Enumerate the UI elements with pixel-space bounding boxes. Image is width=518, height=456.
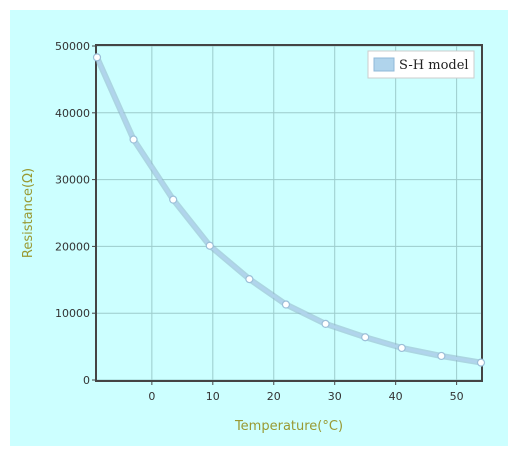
data-point [205, 241, 214, 250]
legend-swatch [373, 57, 395, 72]
x-tick-label: 10 [206, 390, 220, 403]
y-tick-label: 30000 [55, 174, 90, 187]
grid [92, 45, 481, 385]
series-line-shadow [94, 54, 484, 366]
tick-labels: 0 10 20 30 40 50 0 10000 20000 30000 40000 50000 [55, 40, 464, 403]
data-point [397, 343, 406, 353]
data-point [129, 135, 138, 144]
x-tick-label: 20 [267, 390, 281, 403]
thermistor-chart: 0 10 20 30 40 50 0 10000 20000 30000 40000 50000 Te… [21, 40, 486, 434]
data-point [321, 319, 330, 328]
series-layer [92, 53, 486, 367]
data-point [361, 333, 370, 342]
x-axis-title: Temperature(°C) [234, 419, 343, 434]
x-tick-label: 30 [328, 390, 342, 403]
chart-panel: 0 10 20 30 40 50 0 10000 20000 30000 40000 50000 Te… [10, 10, 508, 446]
y-tick-label: 20000 [55, 240, 90, 253]
data-point [476, 358, 486, 367]
data-point [169, 195, 178, 204]
data-point [281, 300, 291, 309]
series-line [95, 55, 483, 365]
y-tick-label: 40000 [55, 107, 90, 120]
x-tick-label: 50 [450, 390, 464, 403]
y-tick-label: 10000 [55, 307, 90, 320]
data-point [437, 351, 446, 361]
y-axis-title: Resistance(Ω) [21, 168, 36, 258]
plot-frame [95, 44, 483, 382]
y-tick-label: 50000 [55, 40, 90, 53]
x-tick-label: 0 [148, 390, 155, 403]
data-point [92, 53, 102, 62]
data-point [245, 275, 254, 284]
x-tick-label: 40 [389, 390, 403, 403]
legend[interactable]: S-H model [367, 50, 475, 79]
y-tick-label: 0 [83, 374, 90, 387]
legend-label: S-H model [399, 58, 469, 73]
